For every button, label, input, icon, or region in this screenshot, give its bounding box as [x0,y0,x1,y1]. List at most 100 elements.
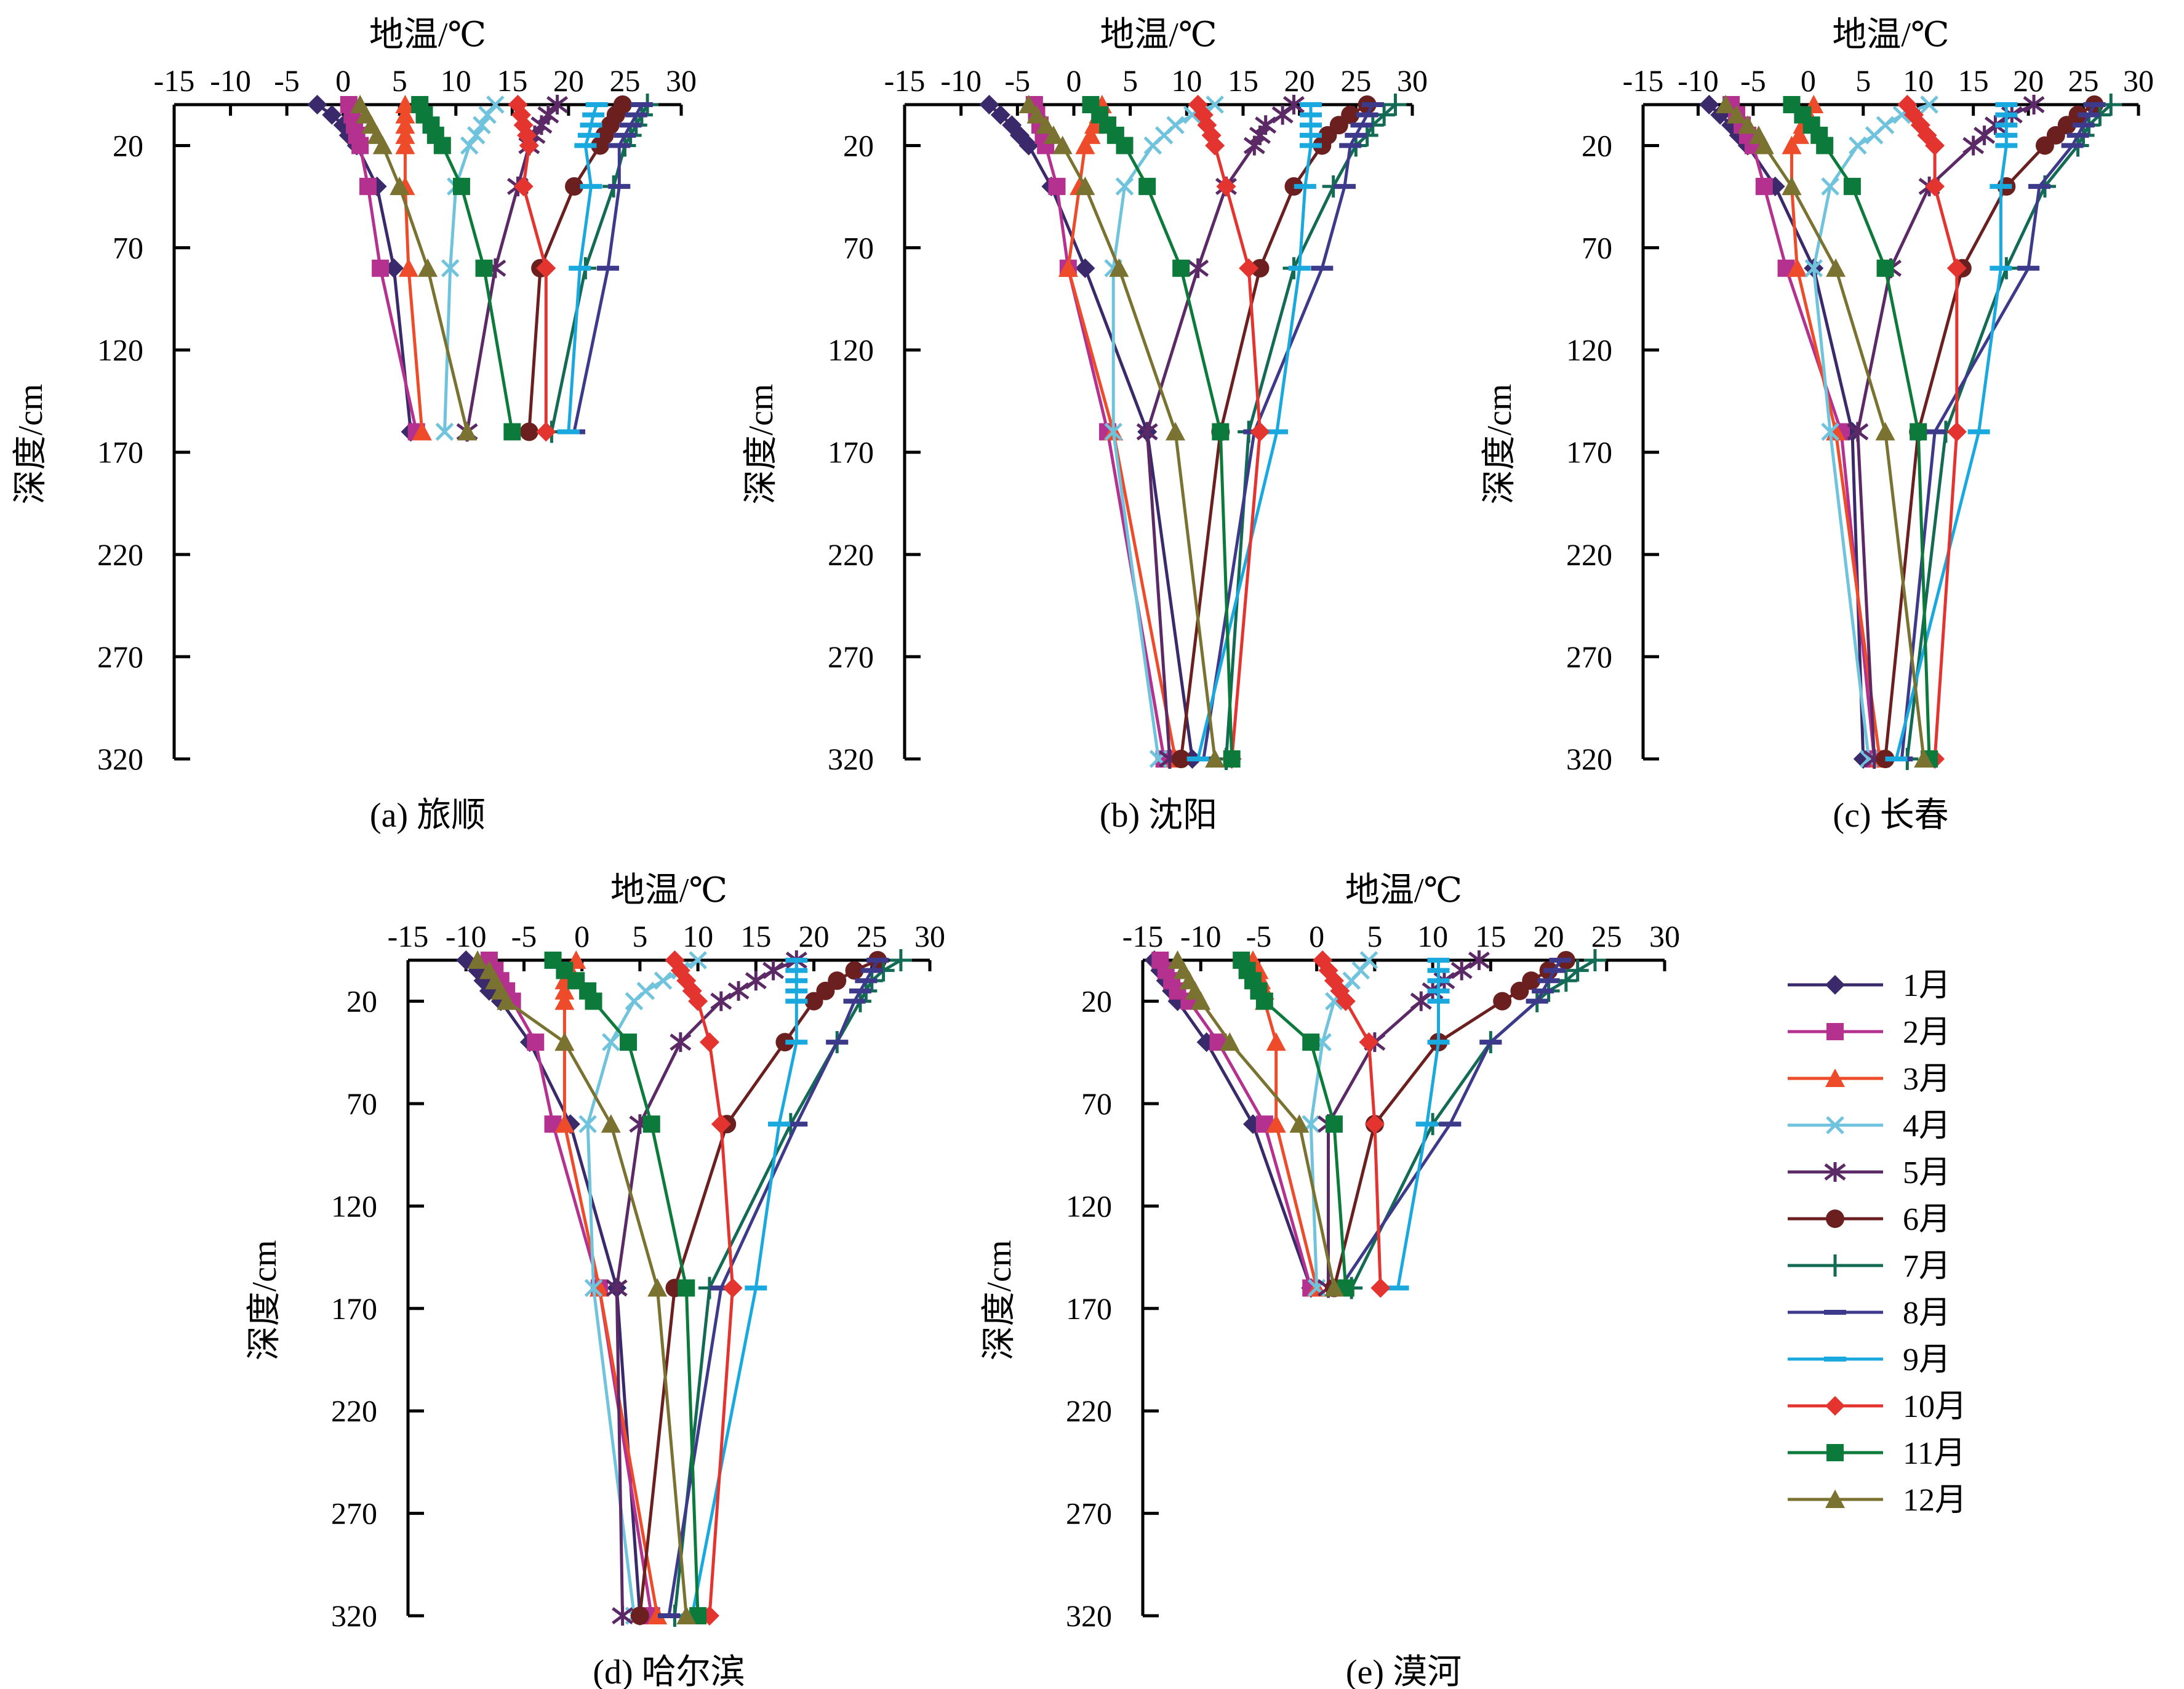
series-line [1350,958,1596,1289]
legend-item-7月: 7月 [1788,1249,1951,1284]
data-point [804,992,823,1011]
x-tick-label: 5 [1367,919,1382,953]
data-point [647,1606,668,1624]
data-point [1699,95,1719,114]
data-point [1754,135,1774,154]
data-point [596,265,619,271]
data-point [1816,137,1834,154]
legend-item-11月: 11月 [1788,1436,1966,1471]
data-point [1266,1114,1286,1133]
data-point [1532,988,1554,993]
y-tick-label: 320 [1566,742,1612,776]
data-point [569,265,591,271]
legend-label: 1月 [1903,968,1951,1003]
y-tick-label: 320 [97,742,143,776]
x-axis-title: 地温/℃ [1345,872,1462,910]
data-point [1138,177,1156,195]
y-tick-label: 220 [1566,537,1612,572]
data-point [1967,429,1990,435]
data-point [554,1032,575,1051]
data-point [678,1279,695,1297]
data-point [1782,176,1802,195]
data-point [1350,122,1373,128]
data-point [1220,1032,1240,1051]
x-tick-label: 10 [682,919,713,953]
legend-marker [1825,1069,1845,1087]
x-tick-label: 5 [632,919,647,953]
data-point [574,143,597,148]
legend-label: 12月 [1903,1483,1967,1518]
data-point [2061,143,2084,148]
data-point [1288,265,1311,271]
y-tick-label: 70 [1081,1086,1112,1121]
data-point [2017,265,2040,271]
data-point [1212,423,1230,441]
x-tick-label: 5 [392,63,407,98]
data-point [435,422,454,441]
x-tick-label: 20 [1284,63,1315,98]
data-point [1479,1040,1502,1045]
data-point [710,1285,732,1291]
data-point [1543,968,1566,973]
data-point [580,122,602,128]
data-point [785,1121,808,1127]
data-point [1946,258,1967,278]
x-tick-label: -5 [1005,63,1031,98]
y-tick-label: 270 [97,640,143,674]
panel-caption: (c) 长春 [1833,796,1948,835]
x-tick-label: -5 [1246,919,1272,953]
data-point [1026,105,1047,124]
y-tick-label: 70 [1582,231,1612,265]
data-point [578,1115,597,1134]
legend-label: 8月 [1903,1296,1951,1331]
data-point [979,95,999,114]
y-axis-title: 深度/cm [742,384,780,505]
data-point [1787,258,1807,277]
y-tick-label: 120 [97,333,143,367]
data-point [1914,749,1934,768]
data-point [554,991,575,1010]
x-tick-label: -15 [884,63,926,98]
series-12月 [1018,95,1225,768]
chart-panel-5: -15 -10 -5 0 5 10 15 20 25 30 20 70 120 170 220 270 320 地… [980,872,1680,1689]
data-point [1427,958,1450,963]
data-point [1271,105,1294,125]
data-point [1302,1033,1320,1051]
data-point [398,258,418,277]
data-point [536,422,556,442]
legend-marker [1826,1116,1844,1134]
data-point [1849,136,1867,155]
data-point [1755,177,1773,195]
data-point [1191,991,1211,1010]
data-point [1335,991,1356,1011]
y-tick-label: 220 [828,537,874,572]
data-point [1510,981,1529,1000]
y-tick-label: 220 [331,1394,377,1428]
data-point [457,422,478,441]
data-point [642,1115,660,1133]
legend-label: 4月 [1903,1109,1951,1144]
y-tick-label: 270 [1566,640,1612,674]
data-point [1364,1114,1385,1134]
y-tick-label: 170 [1066,1291,1112,1326]
legend-marker [1825,975,1845,995]
data-point [546,95,569,114]
data-point [614,132,636,138]
x-tick-label: -10 [1180,919,1222,953]
data-point [2078,112,2100,118]
x-tick-label: 15 [497,63,527,98]
data-point [745,971,767,991]
data-point [1356,112,1378,118]
data-point [577,132,600,138]
data-point [1885,756,1908,761]
series-line [487,959,654,1616]
data-point [625,112,647,118]
data-point [418,258,438,277]
x-tick-label: 30 [2123,63,2154,98]
x-tick-label: 0 [1801,63,1816,98]
data-point [849,988,871,993]
data-point [1427,978,1450,984]
chart-panel-2: -15 -10 -5 0 5 10 15 20 25 30 20 70 120 170 220 270 320 地… [742,16,1428,835]
series-11月 [1082,96,1241,768]
data-point [1370,1278,1391,1298]
